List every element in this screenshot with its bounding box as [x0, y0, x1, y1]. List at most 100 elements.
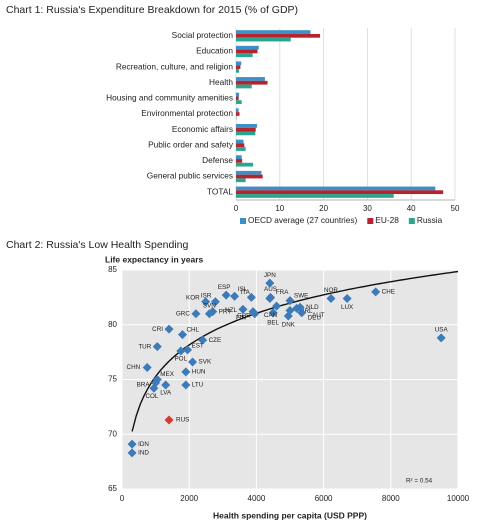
point-label: CAN	[264, 312, 278, 319]
point-label: FRA	[276, 289, 289, 296]
x-tick-label: 6000	[315, 494, 333, 503]
x-tick-label: 0	[120, 494, 125, 503]
category-label: Health	[209, 77, 233, 87]
point-label: CHL	[186, 326, 199, 333]
point-label: CRI	[152, 326, 163, 333]
bar	[236, 108, 239, 113]
bar	[236, 155, 242, 160]
bar	[236, 124, 258, 128]
point	[191, 309, 201, 319]
point	[127, 439, 137, 449]
point-label: NZL	[225, 307, 237, 314]
point	[181, 380, 191, 390]
point	[297, 308, 307, 318]
point-label: DNK	[282, 322, 296, 329]
bar	[236, 92, 240, 97]
category-label: Recreation, culture, and religion	[116, 61, 234, 71]
point-label: TUR	[138, 343, 151, 350]
category-label: Environmental protection	[141, 108, 233, 118]
point	[246, 292, 256, 302]
y-axis-title: Life expectancy in years	[105, 254, 204, 264]
legend-swatch	[367, 218, 374, 224]
point	[127, 448, 137, 458]
point-label: AUT	[312, 312, 325, 319]
point-label: DEU	[308, 314, 322, 321]
bar	[236, 45, 259, 50]
point	[238, 304, 248, 314]
point-label: IRL	[303, 308, 313, 315]
point-label: CHN	[127, 364, 141, 371]
point-label: POL	[174, 356, 187, 363]
x-tick-label: 10000	[447, 494, 470, 503]
point	[181, 367, 191, 377]
bar	[236, 139, 244, 144]
bar	[236, 190, 444, 195]
point-label: ESP	[218, 284, 231, 291]
legend-swatch	[408, 218, 415, 224]
x-tick-label: 4000	[248, 494, 266, 503]
point	[342, 293, 352, 303]
x-tick-label: 20	[319, 204, 328, 213]
x-tick-label: 40	[407, 204, 416, 213]
chart-title: Chart 1: Russia's Expenditure Breakdown …	[6, 4, 298, 16]
point	[292, 303, 302, 313]
point-label: LUX	[341, 304, 354, 311]
bar	[236, 178, 246, 183]
point	[164, 324, 174, 334]
y-tick-label: 70	[108, 429, 117, 438]
legend-label: Russia	[417, 215, 443, 225]
point-label: GBR	[237, 312, 251, 319]
point	[164, 415, 174, 425]
x-tick-label: 10	[275, 204, 284, 213]
x-tick-label: 30	[363, 204, 372, 213]
category-label: Housing and community amenities	[106, 93, 233, 103]
bar	[236, 65, 241, 69]
bar	[236, 100, 242, 104]
point	[326, 293, 336, 303]
category-label: Social protection	[172, 30, 234, 40]
annotation: R² = 0.54	[406, 478, 433, 485]
bar	[236, 33, 321, 38]
bar	[236, 112, 240, 116]
x-tick-label: 8000	[382, 494, 400, 503]
bar	[236, 49, 258, 54]
y-tick-label: 75	[108, 375, 117, 384]
point	[177, 330, 187, 340]
x-axis-title: Health spending per capita (USD PPP)	[213, 510, 367, 520]
chart-title: Chart 2: Russia's Low Health Spending	[6, 239, 189, 251]
y-tick-label: 80	[108, 320, 117, 329]
point-label: FIN	[236, 314, 247, 321]
category-label: Public order and safety	[148, 139, 234, 149]
point	[268, 308, 278, 318]
y-tick-label: 85	[108, 265, 117, 274]
x-tick-label: 50	[451, 204, 460, 213]
point-label: USA	[435, 327, 449, 334]
point	[204, 309, 214, 319]
point	[230, 291, 240, 301]
point	[142, 362, 152, 372]
bar	[236, 170, 262, 175]
point-label: KOR	[186, 294, 200, 301]
x-tick-label: 2000	[180, 494, 198, 503]
y-tick-label: 65	[108, 484, 117, 493]
point-label: NLD	[306, 304, 319, 311]
point-label: BEL	[267, 319, 279, 326]
point-label: RUS	[176, 417, 189, 424]
point-label: SVK	[199, 359, 212, 366]
point	[201, 297, 211, 307]
point	[221, 290, 231, 300]
point	[188, 357, 198, 367]
point-label: PRT	[219, 308, 232, 315]
point	[265, 278, 275, 288]
point-label: SWE	[294, 292, 308, 299]
point-label: SVN	[203, 302, 216, 309]
point-label: EST	[192, 343, 204, 350]
point-label: LTU	[192, 382, 204, 389]
bar	[236, 30, 311, 34]
bar	[236, 127, 256, 132]
point-label: JPN	[264, 272, 276, 279]
point-label: GRC	[176, 310, 190, 317]
bar	[236, 174, 263, 179]
point-label: ISL	[238, 286, 248, 293]
